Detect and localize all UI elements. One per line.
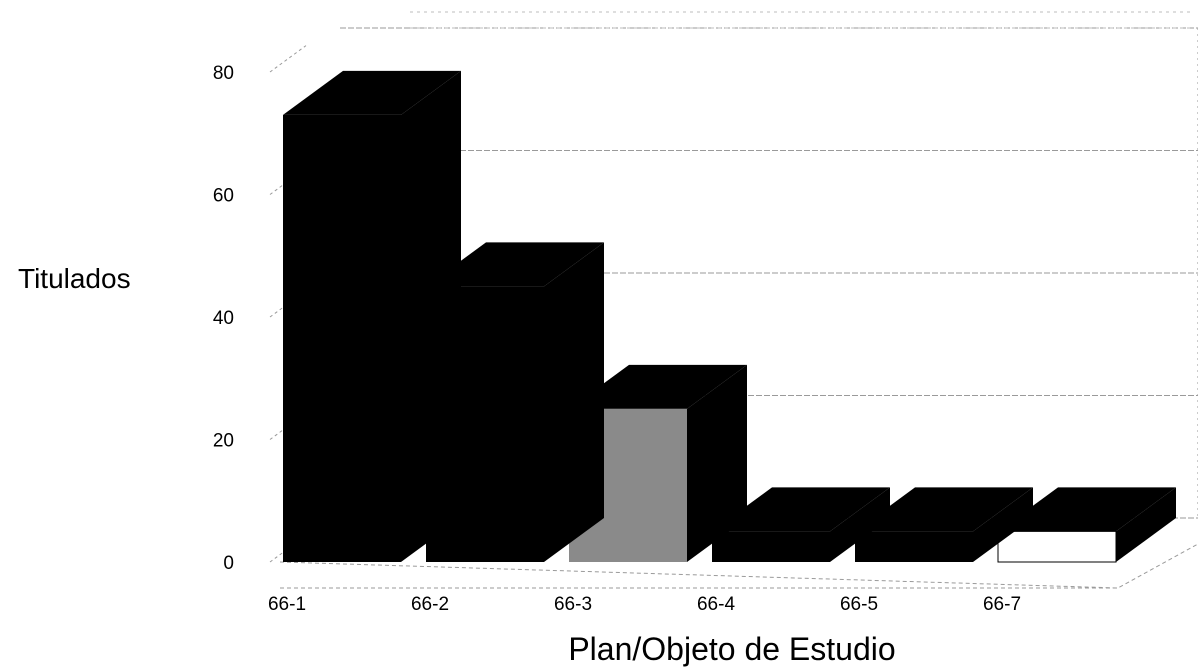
x-tick-label: 66-3 <box>554 594 592 615</box>
floor-edge <box>279 543 1198 589</box>
x-tick-label: 66-1 <box>268 594 306 615</box>
y-tick-label: 80 <box>213 63 234 84</box>
y-tick-label: 0 <box>223 553 234 574</box>
x-tick-label: 66-2 <box>411 594 449 615</box>
bar-side <box>973 487 1033 562</box>
bars <box>283 70 1176 563</box>
bar-top <box>855 487 1033 532</box>
y-tick-label: 60 <box>213 186 234 207</box>
x-tick-label: 66-5 <box>840 594 878 615</box>
bar-side <box>401 70 461 562</box>
y-tick-label: 40 <box>213 308 234 329</box>
bar-front <box>997 530 1117 563</box>
bar-side <box>830 487 890 562</box>
x-axis-title: Plan/Objeto de Estudio <box>568 631 895 667</box>
bar-66-7 <box>997 487 1176 563</box>
bar-top <box>569 364 747 409</box>
bar-front <box>283 114 401 562</box>
bar-top <box>998 487 1176 532</box>
x-tick-label: 66-7 <box>983 594 1021 615</box>
y-axis-title: Titulados <box>18 263 131 294</box>
bar-side <box>544 242 604 562</box>
bar-66-4 <box>712 487 890 562</box>
bar-side <box>1116 487 1176 562</box>
bar-66-5 <box>855 487 1033 562</box>
x-tick-label: 66-4 <box>697 594 735 615</box>
bar-front <box>712 531 830 562</box>
bar-top <box>283 70 461 115</box>
y-tick-label: 20 <box>213 431 234 452</box>
gridline-left-wall <box>269 45 307 73</box>
bar-side <box>687 364 747 562</box>
bar-front <box>855 531 973 562</box>
bar-top <box>712 487 890 532</box>
bar-66-1 <box>283 70 461 562</box>
bar-top <box>426 242 604 287</box>
